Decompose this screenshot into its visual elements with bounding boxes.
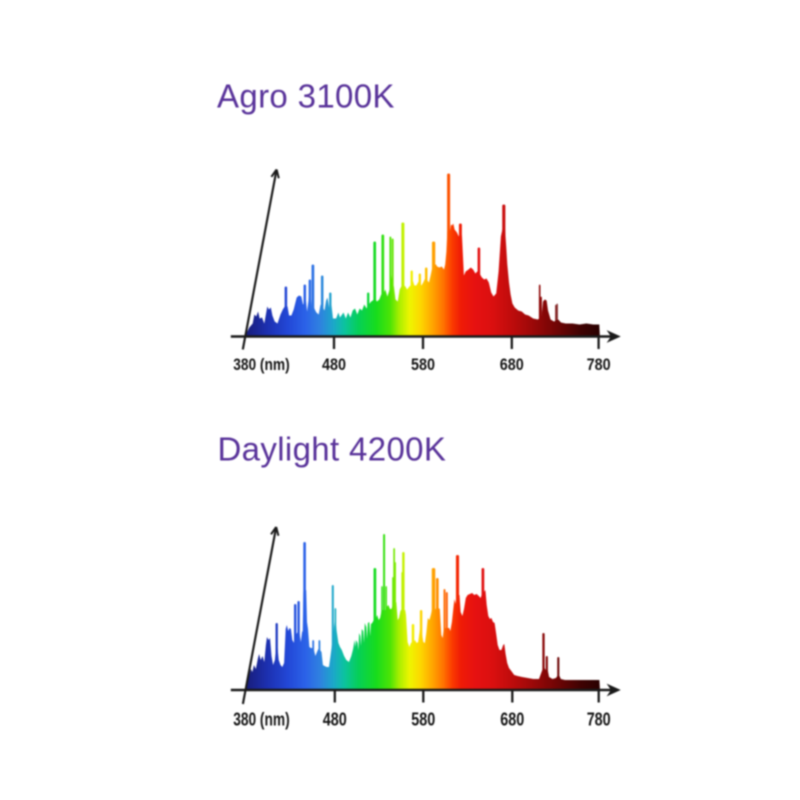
svg-text:480: 480 (322, 355, 346, 374)
svg-text:380 (nm): 380 (nm) (233, 355, 290, 374)
svg-text:480: 480 (323, 710, 347, 730)
svg-text:680: 680 (500, 710, 524, 730)
svg-text:Agro 3100K: Agro 3100K (217, 78, 395, 115)
svg-text:580: 580 (411, 710, 435, 730)
svg-text:Daylight 4200K: Daylight 4200K (218, 431, 447, 468)
svg-text:780: 780 (587, 355, 611, 374)
svg-text:580: 580 (411, 355, 435, 374)
svg-text:780: 780 (587, 710, 611, 730)
svg-text:680: 680 (500, 355, 524, 374)
svg-text:380 (nm): 380 (nm) (233, 710, 290, 730)
